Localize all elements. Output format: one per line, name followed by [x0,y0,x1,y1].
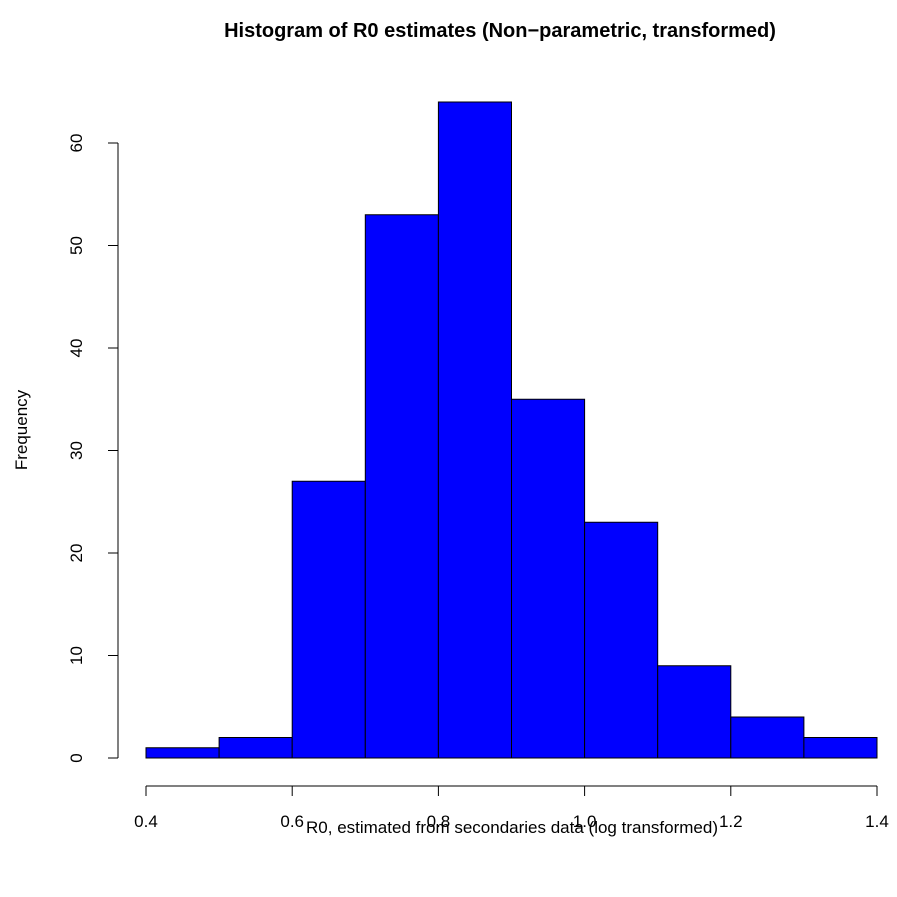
x-tick-label-3: 1.0 [573,812,597,831]
x-tick-label-2: 0.8 [427,812,451,831]
histogram-bar-6 [584,521,659,759]
histogram-bar-5 [511,398,586,759]
histogram-bar-2 [291,480,366,759]
histogram-bar-7 [657,665,732,759]
x-tick-label-5: 1.4 [865,812,889,831]
histogram-bar-0 [145,747,220,759]
histogram-bar-1 [218,737,293,759]
y-tick-label-0: 0 [67,753,86,762]
histogram-bar-9 [803,737,878,759]
y-tick-label-4: 40 [67,339,86,358]
x-axis: 0.4 0.6 0.8 1.0 1.2 1.4 [134,785,889,831]
chart-title: Histogram of R0 estimates (Non−parametri… [224,20,776,42]
histogram-bar-8 [730,716,805,759]
histogram-bar-3 [364,214,439,759]
y-axis-label: Frequency [12,389,31,470]
x-tick-label-1: 0.6 [280,812,304,831]
bars-group [145,101,878,759]
x-tick-label-0: 0.4 [134,812,158,831]
histogram-bar-4 [437,101,512,759]
y-tick-label-3: 30 [67,441,86,460]
y-tick-label-6: 60 [67,134,86,153]
y-tick-label-1: 10 [67,646,86,665]
y-tick-label-5: 50 [67,236,86,255]
y-axis: 0 10 20 30 40 50 60 [67,134,119,763]
x-tick-label-4: 1.2 [719,812,743,831]
x-axis-label: R0, estimated from secondaries data (log… [306,818,718,837]
y-tick-label-2: 20 [67,544,86,563]
